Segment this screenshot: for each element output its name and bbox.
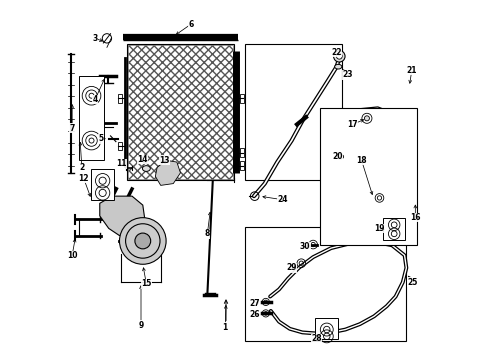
Text: 16: 16 xyxy=(410,213,420,222)
Text: 26: 26 xyxy=(249,310,260,319)
Bar xyxy=(315,318,338,338)
Text: 9: 9 xyxy=(138,321,144,330)
Text: 19: 19 xyxy=(374,224,385,233)
Circle shape xyxy=(135,233,151,249)
Text: 6: 6 xyxy=(189,19,194,28)
Text: 8: 8 xyxy=(205,229,210,238)
Text: 27: 27 xyxy=(249,299,260,308)
Bar xyxy=(79,76,104,160)
Text: 24: 24 xyxy=(277,195,288,204)
Bar xyxy=(128,45,233,179)
Text: 3: 3 xyxy=(93,34,98,43)
Text: 20: 20 xyxy=(332,152,343,161)
Text: 15: 15 xyxy=(141,279,151,288)
Circle shape xyxy=(334,50,345,62)
Bar xyxy=(245,44,342,180)
Text: 1: 1 xyxy=(222,323,228,332)
Text: 13: 13 xyxy=(159,156,170,165)
Text: 22: 22 xyxy=(331,48,342,57)
Text: 25: 25 xyxy=(408,278,418,287)
Bar xyxy=(91,169,114,200)
Bar xyxy=(240,94,244,103)
Text: 10: 10 xyxy=(67,251,77,260)
Text: 14: 14 xyxy=(138,155,148,164)
Text: 5: 5 xyxy=(98,134,103,143)
Bar xyxy=(118,94,122,103)
Polygon shape xyxy=(155,160,180,185)
Polygon shape xyxy=(100,196,145,235)
Text: 28: 28 xyxy=(312,334,322,343)
Text: 29: 29 xyxy=(286,264,297,273)
Text: 17: 17 xyxy=(347,120,358,129)
Circle shape xyxy=(120,218,166,264)
Text: 12: 12 xyxy=(78,174,89,183)
Bar xyxy=(126,44,234,180)
Text: 18: 18 xyxy=(356,156,367,165)
Text: 2: 2 xyxy=(79,163,84,172)
Bar xyxy=(320,108,417,244)
Circle shape xyxy=(365,116,369,121)
Ellipse shape xyxy=(143,166,150,171)
Text: 4: 4 xyxy=(93,95,98,104)
Text: 11: 11 xyxy=(116,159,126,168)
Circle shape xyxy=(337,53,342,59)
Bar xyxy=(240,161,244,170)
Bar xyxy=(240,148,244,157)
Text: 7: 7 xyxy=(70,123,75,132)
Text: 23: 23 xyxy=(342,71,352,80)
Text: 21: 21 xyxy=(407,66,417,75)
Bar xyxy=(118,141,122,150)
Text: 30: 30 xyxy=(300,242,311,251)
Ellipse shape xyxy=(335,64,342,69)
Bar xyxy=(245,226,406,341)
Bar xyxy=(383,219,405,240)
